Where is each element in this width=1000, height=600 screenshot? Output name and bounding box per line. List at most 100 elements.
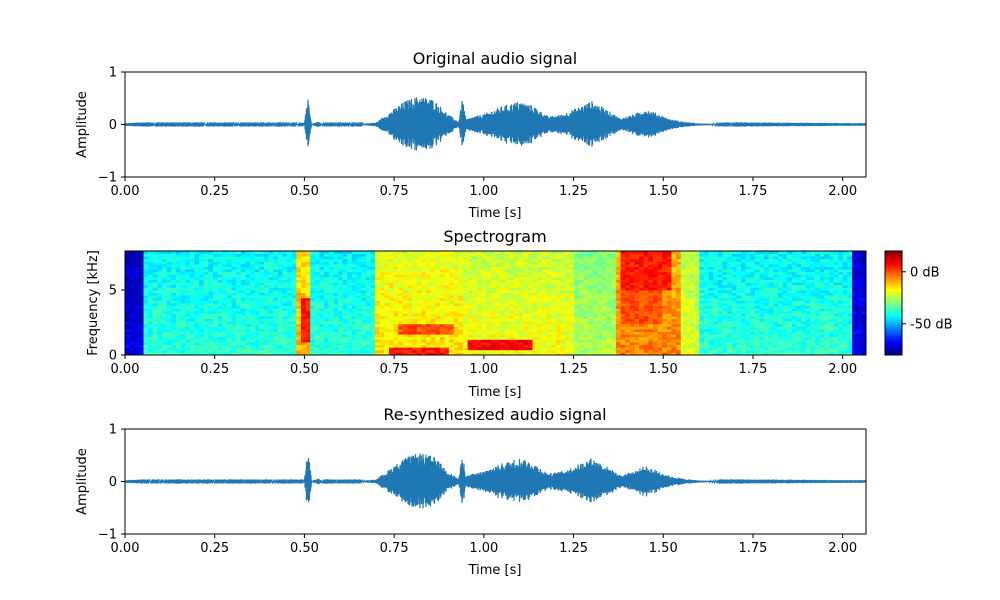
spectrogram-cell [546, 310, 552, 314]
spectrogram-cell [217, 313, 223, 317]
spectrogram-cell [634, 279, 640, 283]
spectrogram-cell [328, 310, 334, 314]
spectrogram-cell [291, 258, 297, 262]
spectrogram-cell [319, 292, 325, 296]
spectrogram-cell [180, 297, 186, 301]
spectrogram-cell [458, 277, 464, 280]
spectrogram-cell [606, 269, 612, 273]
spectrogram-cell [199, 287, 205, 291]
spectrogram-cell [398, 318, 404, 322]
spectrogram-cell [273, 253, 279, 257]
spectrogram-cell [208, 300, 214, 304]
spectrogram-cell [175, 253, 181, 257]
spectrogram-cell [439, 318, 445, 322]
spectrogram-cell [592, 295, 598, 299]
spectrogram-cell [680, 344, 686, 348]
spectrogram-cell [564, 264, 570, 267]
spectrogram-cell [138, 282, 144, 286]
spectrogram-cell [398, 334, 404, 338]
spectrogram-cell [402, 336, 408, 340]
spectrogram-cell [504, 321, 510, 325]
spectrogram-cell [277, 292, 283, 296]
spectrogram-cell [259, 271, 265, 275]
spectrogram-cell [305, 336, 311, 340]
spectrogram-cell [305, 251, 311, 254]
spectrogram-cell [463, 271, 469, 275]
spectrogram-cell [639, 336, 645, 340]
spectrogram-cell [416, 329, 422, 332]
spectrogram-cell [222, 316, 228, 319]
spectrogram-cell [273, 274, 279, 278]
spectrogram-cell [629, 264, 635, 267]
spectrogram-cell [240, 277, 246, 280]
spectrogram-cell [416, 261, 422, 265]
spectrogram-cell [416, 279, 422, 283]
spectrogram-cell [129, 331, 135, 335]
spectrogram-cell [426, 287, 432, 291]
spectrogram-cell [268, 258, 274, 262]
spectrogram-cell [537, 318, 543, 322]
spectrogram-cell [324, 344, 330, 348]
spectrogram-cell [435, 266, 441, 270]
spectrogram-cell [671, 349, 677, 353]
spectrogram-cell [314, 344, 320, 348]
spectrogram-cell [273, 326, 279, 330]
spectrogram-cell [569, 326, 575, 330]
spectrogram-cell [648, 329, 654, 332]
spectrogram-cell [671, 292, 677, 296]
spectrogram-cell [375, 344, 381, 348]
spectrogram-cell [490, 336, 496, 340]
spectrogram-cell [537, 253, 543, 257]
spectrogram-cell [134, 305, 140, 309]
spectrogram-cell [347, 264, 353, 267]
spectrogram-cell [606, 303, 612, 306]
spectrogram-cell [629, 300, 635, 304]
spectrogram-cell [305, 266, 311, 270]
spectrogram-cell [277, 318, 283, 322]
spectrogram-cell [365, 274, 371, 278]
spectrogram-cell [476, 292, 482, 296]
spectrogram-cell [583, 253, 589, 257]
spectrogram-cell [430, 326, 436, 330]
spectrogram-cell [125, 261, 131, 265]
spectrogram-cell [328, 323, 334, 327]
spectrogram-cell [551, 349, 557, 353]
spectrogram-cell [662, 316, 668, 319]
spectrogram-cell [463, 342, 469, 345]
spectrogram-cell [602, 336, 608, 340]
spectrogram-cell [615, 256, 621, 260]
spectrogram-cell [268, 287, 274, 291]
spectrogram-cell [305, 253, 311, 257]
spectrogram-cell [680, 329, 686, 332]
spectrogram-cell [694, 329, 700, 332]
spectrogram-cell [319, 323, 325, 327]
spectrogram-cell [458, 284, 464, 288]
spectrogram-cell [226, 287, 232, 291]
spectrogram-cell [268, 308, 274, 312]
spectrogram-cell [564, 308, 570, 312]
spectrogram-cell [602, 277, 608, 280]
spectrogram-cell [690, 349, 696, 353]
spectrogram-cell [212, 349, 219, 353]
spectrogram-cell [509, 292, 515, 296]
spectrogram-cell [375, 282, 381, 286]
spectrogram-cell [467, 261, 473, 265]
spectrogram-cell [509, 295, 515, 299]
spectrogram-cell [226, 274, 232, 278]
spectrogram-cell [356, 326, 362, 330]
spectrogram-cell [125, 318, 131, 322]
spectrogram-cell [250, 342, 256, 345]
spectrogram-cell [504, 344, 510, 348]
original-x-tick-label: 1.25 [559, 184, 588, 199]
spectrogram-cell [657, 300, 663, 304]
spectrogram-cell [384, 290, 390, 293]
spectrogram-cell [602, 339, 608, 343]
spectrogram-cell [435, 303, 441, 306]
spectrogram-cell [430, 279, 436, 283]
spectrogram-cell [287, 305, 293, 309]
spectrogram-cell [361, 339, 367, 343]
spectrogram-cell [449, 266, 455, 270]
spectrogram-cell [629, 266, 635, 270]
spectrogram-cell [486, 303, 492, 306]
spectrogram-cell [611, 282, 617, 286]
